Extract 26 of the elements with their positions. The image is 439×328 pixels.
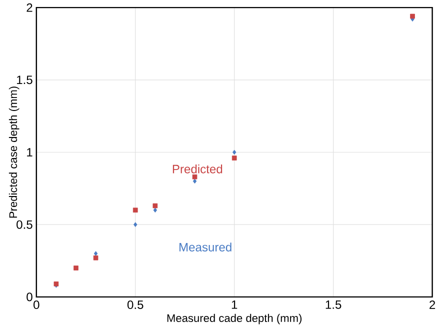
point	[192, 174, 198, 180]
point	[410, 14, 415, 19]
x-axis-title: Measured cade depth (mm)	[167, 314, 302, 324]
point	[94, 251, 98, 256]
y-tick-label: 0.5	[16, 220, 32, 230]
point	[192, 178, 197, 184]
y-tick-label: 1	[27, 148, 32, 157]
x-tick-label: 2	[430, 300, 436, 310]
series-label: Predicted	[172, 164, 222, 174]
text: Measured	[180, 242, 232, 252]
y-tick-label: 0	[26, 292, 32, 302]
point	[232, 156, 237, 161]
x-tick-label: 1.5	[326, 300, 342, 310]
y-tick-label: 2	[26, 4, 32, 12]
point	[232, 150, 236, 155]
x-tick-label: 0	[34, 300, 40, 310]
y-axis-title: Predicted case depth (mm)	[8, 86, 20, 218]
point	[152, 204, 158, 208]
point	[153, 208, 158, 213]
point	[132, 208, 138, 213]
point	[134, 222, 138, 228]
point	[74, 266, 78, 271]
y-tick-label: 1.5	[17, 76, 32, 84]
x-tick-label: 0.5	[127, 300, 144, 310]
x-tick-label: 1	[232, 300, 238, 309]
point	[93, 256, 98, 260]
